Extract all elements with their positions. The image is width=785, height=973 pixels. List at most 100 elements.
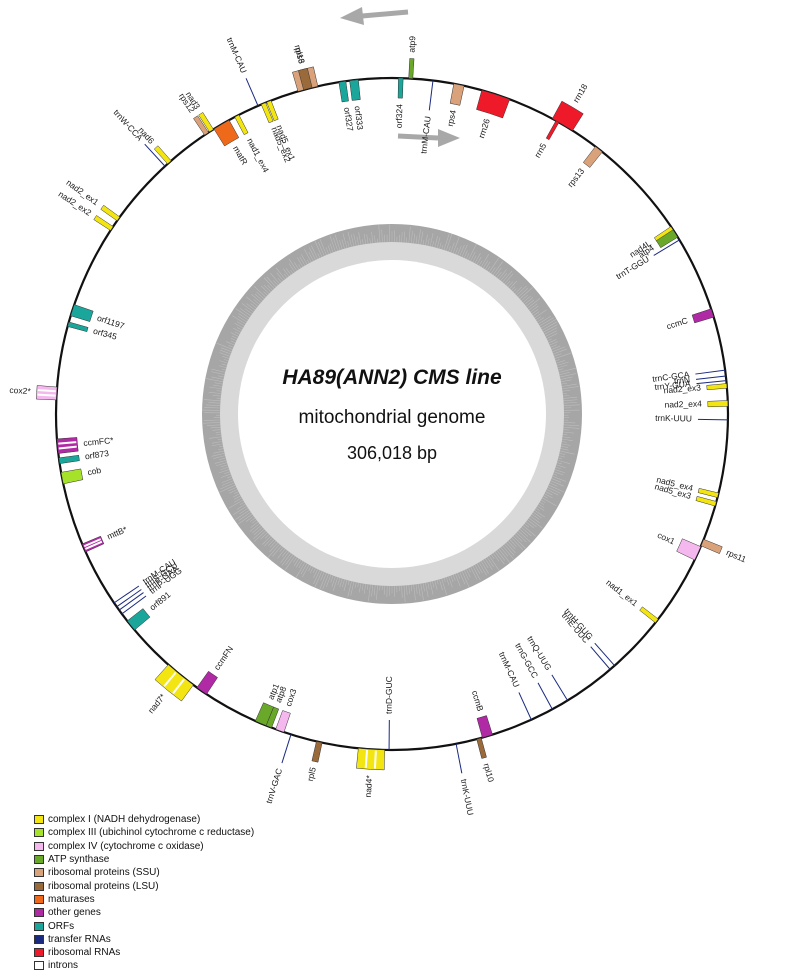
legend-item: transfer RNAs [34, 933, 364, 946]
gene-label: ccmFN [212, 644, 235, 672]
gene-mark [94, 215, 113, 230]
gene-label: trnV-GAC [264, 767, 284, 805]
gene-nad6: nad6 [136, 125, 171, 164]
gene-mark [450, 84, 464, 106]
legend-swatch [34, 842, 44, 851]
reverse-strand-arrow-icon [340, 7, 408, 25]
gene-mttb-: mttB* [82, 524, 129, 552]
gene-mark [477, 738, 487, 759]
gene-mark [59, 455, 80, 463]
gene-mark [68, 322, 88, 332]
gene-rpl5: rpl5 [305, 741, 322, 782]
gene-label: atp9 [406, 35, 417, 52]
gene-mark [708, 401, 728, 407]
gene-mark [698, 419, 728, 420]
intron-mark [38, 390, 56, 391]
legend-label: maturases [48, 894, 95, 905]
gene-mark [312, 741, 322, 762]
gene-label: trnK-UUU [459, 778, 476, 816]
gene-nad2-ex3: nad2_ex3 [663, 382, 727, 395]
gene-mark [707, 384, 727, 390]
legend-swatch [34, 855, 44, 864]
gene-mark [82, 536, 104, 552]
gene-label: ccmFC* [83, 435, 115, 448]
legend-label: complex IV (cytochrome c oxidase) [48, 841, 204, 852]
gene-ccmb: ccmB [470, 689, 493, 737]
gene-atp1: atp1 [255, 682, 281, 726]
genome-title: HA89(ANN2) CMS line [282, 366, 502, 389]
legend-label: ATP synthase [48, 854, 109, 865]
gene-label: trnM-CAU [497, 650, 522, 689]
gene-label: rps4 [445, 109, 458, 127]
gene-label: matR [231, 144, 250, 167]
gene-label: rpl5 [305, 766, 318, 782]
gene-mark [235, 115, 248, 135]
gene-trnm-cau: trnM-CAU [418, 81, 433, 155]
intron-mark [366, 750, 367, 768]
gene-label: ccmB [470, 689, 486, 713]
legend-swatch [34, 948, 44, 957]
legend-item: complex I (NADH dehydrogenase) [34, 813, 364, 826]
gene-label: trnD-GUC [384, 676, 394, 714]
legend-item: complex IV (cytochrome c oxidase) [34, 840, 364, 853]
legend-label: complex I (NADH dehydrogenase) [48, 814, 200, 825]
gene-mark [398, 78, 403, 98]
legend-item: other genes [34, 906, 364, 919]
legend-swatch [34, 961, 44, 970]
gene-mark [154, 146, 171, 164]
gene-mark [476, 90, 509, 118]
gene-label: rrn5 [532, 141, 548, 159]
gene-label: trnM-CAU [225, 36, 249, 75]
gene-mark [640, 607, 659, 623]
gene-mark [701, 539, 722, 553]
gene-label: rrn18 [571, 82, 590, 104]
gene-mark [519, 692, 531, 719]
gene-rrn5: rrn5 [532, 121, 559, 160]
gene-label: nad2_ex4 [664, 399, 702, 410]
gene-mark [57, 437, 78, 453]
legend-item: ORFs [34, 919, 364, 932]
gene-label: cox2* [9, 385, 32, 396]
intron-mark [375, 751, 376, 769]
gene-orf891: orf891 [127, 589, 172, 630]
gene-nad1-ex1: nad1_ex1 [604, 577, 658, 622]
gene-orf324: orf324 [394, 78, 405, 128]
gene-cox1: cox1 [656, 530, 701, 560]
legend-swatch [34, 882, 44, 891]
gene-trnw-cca: trnW-CCA [111, 107, 165, 166]
gene-label: nad7* [146, 691, 168, 715]
genome-size: 306,018 bp [347, 443, 437, 463]
legend-item: ribosomal proteins (LSU) [34, 879, 364, 892]
gene-mark [101, 205, 120, 221]
gene-trnm-cau: trnM-CAU [225, 36, 258, 106]
gene-mark [339, 81, 349, 102]
gene-mark [71, 305, 94, 322]
genome-subtitle: mitochondrial genome [299, 407, 486, 428]
gene-trnd-guc: trnD-GUC [384, 676, 394, 750]
gene-nad4-: nad4* [356, 748, 384, 797]
legend-label: ORFs [48, 921, 74, 932]
gene-rps11: rps11 [701, 539, 748, 564]
gene-label: nad1_ex1 [604, 577, 640, 608]
legend-label: introns [48, 960, 78, 971]
gene-mark [583, 147, 602, 168]
gene-ccmc: ccmC [665, 309, 714, 332]
gene-mark [698, 488, 719, 497]
gene-label: trnM-CAU [418, 116, 433, 155]
gene-label: ccmC [665, 315, 689, 331]
gene-mark [61, 469, 83, 484]
legend-label: other genes [48, 907, 101, 918]
gene-ccmfn: ccmFN [197, 644, 235, 694]
legend-item: maturases [34, 893, 364, 906]
gene-mark [409, 58, 414, 78]
gene-rps13: rps13 [565, 147, 602, 190]
gene-label: nad4* [363, 774, 374, 797]
gene-label: rpl16 [293, 44, 307, 65]
legend-label: transfer RNAs [48, 934, 111, 945]
gene-trnk-uuu: trnK-UUU [456, 744, 476, 816]
gene-mark [214, 120, 239, 146]
gene-mark [429, 81, 433, 111]
gene-mark [282, 734, 291, 763]
gene-label: rps11 [725, 547, 748, 564]
legend: complex I (NADH dehydrogenase)complex II… [34, 813, 364, 973]
